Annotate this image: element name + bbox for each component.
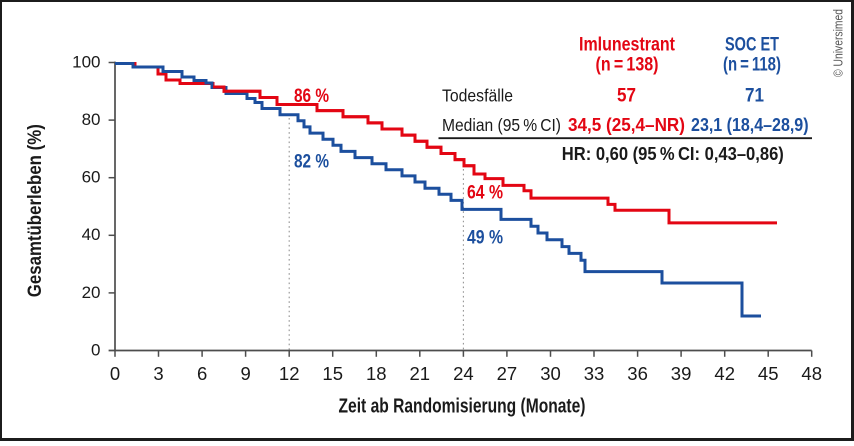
- svg-text:42: 42: [714, 363, 735, 384]
- svg-text:82 %: 82 %: [294, 152, 329, 173]
- svg-text:86 %: 86 %: [294, 86, 329, 107]
- svg-text:(n = 138): (n = 138): [596, 55, 659, 76]
- svg-text:Gesamtüberleben (%): Gesamtüberleben (%): [25, 124, 46, 297]
- svg-text:27: 27: [497, 363, 518, 384]
- svg-text:45: 45: [758, 363, 779, 384]
- svg-text:49 %: 49 %: [467, 228, 503, 249]
- svg-text:(n = 118): (n = 118): [723, 55, 781, 76]
- svg-text:64 %: 64 %: [467, 183, 503, 204]
- svg-text:39: 39: [671, 363, 692, 384]
- svg-text:0: 0: [110, 363, 120, 384]
- svg-text:24: 24: [453, 363, 474, 384]
- svg-text:36: 36: [627, 363, 648, 384]
- svg-text:21: 21: [410, 363, 431, 384]
- svg-text:23,1 (18,4–28,9): 23,1 (18,4–28,9): [691, 115, 809, 135]
- svg-text:SOC ET: SOC ET: [725, 35, 779, 56]
- svg-text:9: 9: [240, 363, 250, 384]
- svg-text:60: 60: [82, 168, 101, 187]
- svg-text:3: 3: [153, 363, 163, 384]
- svg-text:Zeit ab Randomisierung (Monate: Zeit ab Randomisierung (Monate): [339, 394, 586, 417]
- svg-text:Todesfälle: Todesfälle: [442, 86, 513, 106]
- svg-text:Imlunestrant: Imlunestrant: [579, 35, 676, 56]
- svg-text:100: 100: [72, 52, 100, 71]
- svg-text:18: 18: [366, 363, 387, 384]
- svg-text:15: 15: [322, 363, 343, 384]
- svg-text:57: 57: [617, 86, 636, 107]
- svg-text:33: 33: [584, 363, 605, 384]
- svg-text:30: 30: [540, 363, 561, 384]
- svg-text:71: 71: [745, 86, 764, 107]
- svg-text:© Universimed: © Universimed: [832, 9, 846, 77]
- svg-text:34,5 (25,4–NR): 34,5 (25,4–NR): [568, 115, 685, 135]
- svg-text:40: 40: [82, 225, 101, 244]
- svg-text:Median (95 % CI): Median (95 % CI): [442, 115, 561, 135]
- svg-text:0: 0: [91, 340, 100, 359]
- svg-text:6: 6: [197, 363, 207, 384]
- svg-text:HR: 0,60 (95 % CI: 0,43–0,86): HR: 0,60 (95 % CI: 0,43–0,86): [562, 143, 784, 164]
- svg-text:48: 48: [801, 363, 822, 384]
- svg-text:12: 12: [279, 363, 300, 384]
- svg-text:80: 80: [82, 110, 101, 129]
- svg-text:20: 20: [82, 283, 101, 302]
